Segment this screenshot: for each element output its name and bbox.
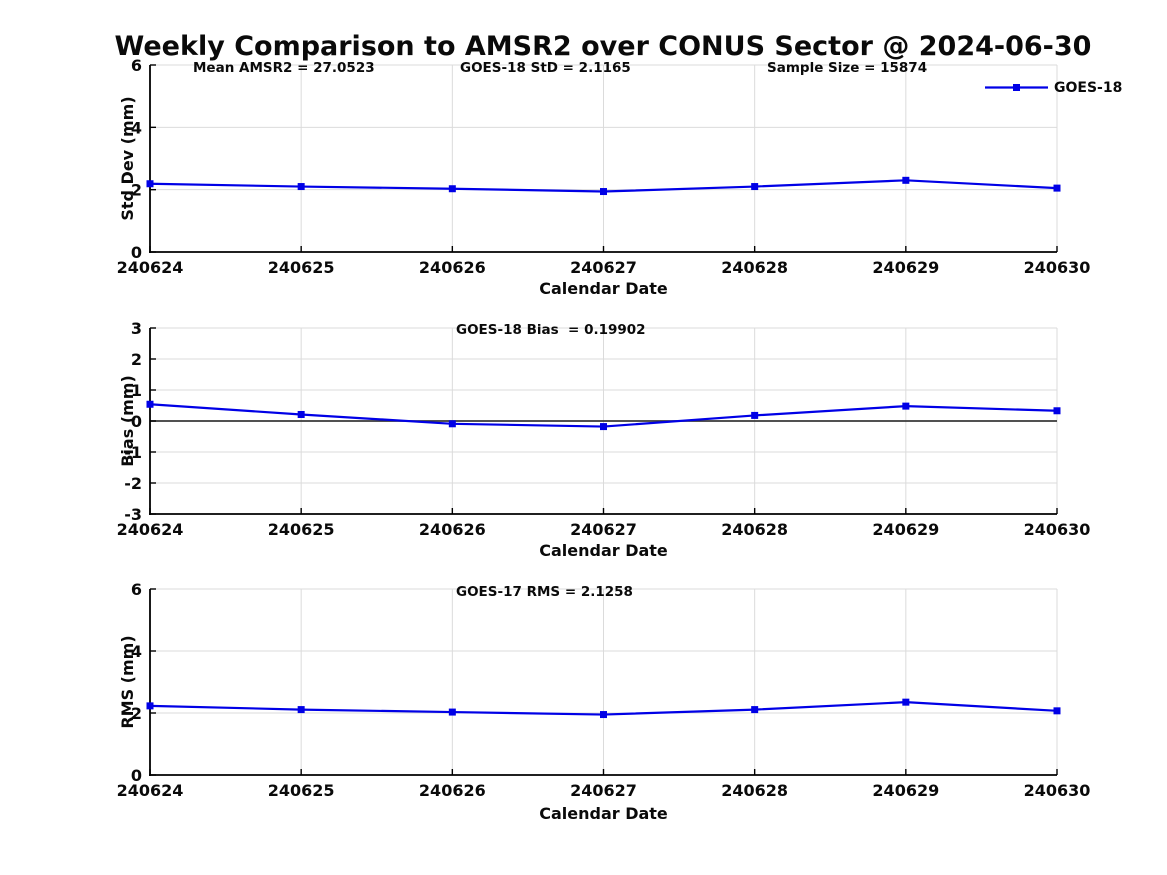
data-point-marker xyxy=(448,708,456,716)
annotation-mean-amsr2: Mean AMSR2 = 27.0523 xyxy=(193,60,375,76)
annotation-goes18-bias: GOES-18 Bias = 0.19902 xyxy=(456,322,646,338)
data-point-marker xyxy=(297,410,305,418)
x-tick-label: 240627 xyxy=(570,781,637,800)
x-tick-label: 240627 xyxy=(570,258,637,277)
legend-label: GOES-18 xyxy=(1054,80,1122,96)
rms-axes: 240624 240625 240626 240627 240628 240629 2406… xyxy=(117,580,1091,800)
y-tick-label: 6 xyxy=(131,56,142,75)
x-tick-label: 240625 xyxy=(268,258,335,277)
annotation-goes17-rms: GOES-17 RMS = 2.1258 xyxy=(456,584,633,600)
x-tick-label: 240628 xyxy=(721,258,788,277)
data-point-marker xyxy=(751,411,759,419)
x-tick-label: 240629 xyxy=(872,258,939,277)
data-point-marker xyxy=(751,706,759,714)
y-tick-label: 2 xyxy=(131,181,142,200)
std-dev-x-axis-label: Calendar Date xyxy=(539,279,668,298)
data-point-marker xyxy=(448,185,456,193)
data-point-marker xyxy=(448,420,456,428)
x-tick-label: 240624 xyxy=(117,258,184,277)
x-tick-label: 240630 xyxy=(1024,258,1091,277)
bias-y-axis-label: Bias (mm) xyxy=(118,375,137,467)
x-tick-label: 240630 xyxy=(1024,781,1091,800)
data-point-marker xyxy=(1053,184,1061,192)
x-tick-label: 240626 xyxy=(419,520,486,539)
x-tick-label: 240625 xyxy=(268,520,335,539)
y-tick-label: 3 xyxy=(131,319,142,338)
data-point-marker xyxy=(600,188,607,196)
data-point-marker xyxy=(146,180,154,188)
x-tick-label: 240627 xyxy=(570,520,637,539)
x-tick-label: 240624 xyxy=(117,520,184,539)
panel-rms: 240624 240625 240626 240627 240628 240629 2406… xyxy=(117,580,1091,823)
std-dev-axes: 240624 240625 240626 240627 240628 240629 2406… xyxy=(117,56,1091,277)
std-dev-y-axis-label: Std Dev (mm) xyxy=(118,96,137,220)
data-point-marker xyxy=(902,176,910,184)
y-tick-label: -3 xyxy=(124,505,142,524)
y-tick-label: 6 xyxy=(131,580,142,599)
bias-axes: 240624 240625 240626 240627 240628 240629 2406… xyxy=(117,319,1091,539)
figure-title: Weekly Comparison to AMSR2 over CONUS Se… xyxy=(115,31,1092,62)
data-point-marker xyxy=(751,183,759,191)
y-tick-label: 0 xyxy=(131,243,142,262)
data-point-marker xyxy=(297,706,305,714)
y-tick-label: -1 xyxy=(124,443,142,462)
panel-bias: 240624 240625 240626 240627 240628 240629 2406… xyxy=(117,319,1091,560)
panel-std-dev: 240624 240625 240626 240627 240628 240629 2406… xyxy=(117,56,1123,298)
y-tick-label: 0 xyxy=(131,412,142,431)
x-tick-label: 240628 xyxy=(721,781,788,800)
x-tick-label: 240628 xyxy=(721,520,788,539)
y-tick-label: 1 xyxy=(131,381,142,400)
data-point-marker xyxy=(297,183,305,191)
x-tick-label: 240625 xyxy=(268,781,335,800)
data-point-marker xyxy=(146,400,154,408)
data-point-marker xyxy=(1053,707,1061,715)
bias-x-axis-label: Calendar Date xyxy=(539,541,668,560)
x-tick-label: 240626 xyxy=(419,258,486,277)
legend: GOES-18 xyxy=(985,80,1122,96)
rms-x-axis-label: Calendar Date xyxy=(539,804,668,823)
y-tick-label: 0 xyxy=(131,766,142,785)
annotation-sample-size: Sample Size = 15874 xyxy=(767,60,927,76)
y-tick-label: -2 xyxy=(124,474,142,493)
x-tick-label: 240629 xyxy=(872,781,939,800)
legend-square-marker-icon xyxy=(1013,84,1020,91)
annotation-goes18-std: GOES-18 StD = 2.1165 xyxy=(460,60,631,76)
rms-y-axis-label: RMS (mm) xyxy=(118,635,137,728)
data-point-marker xyxy=(902,698,910,706)
y-tick-label: 4 xyxy=(131,118,142,137)
y-tick-label: 2 xyxy=(131,350,142,369)
x-tick-label: 240630 xyxy=(1024,520,1091,539)
data-point-marker xyxy=(146,702,154,710)
data-point-marker xyxy=(600,423,607,431)
data-point-marker xyxy=(600,711,607,719)
y-tick-label: 2 xyxy=(131,704,142,723)
x-tick-label: 240629 xyxy=(872,520,939,539)
y-tick-label: 4 xyxy=(131,642,142,661)
data-point-marker xyxy=(902,402,910,410)
x-tick-label: 240626 xyxy=(419,781,486,800)
x-tick-label: 240624 xyxy=(117,781,184,800)
data-point-marker xyxy=(1053,407,1061,415)
